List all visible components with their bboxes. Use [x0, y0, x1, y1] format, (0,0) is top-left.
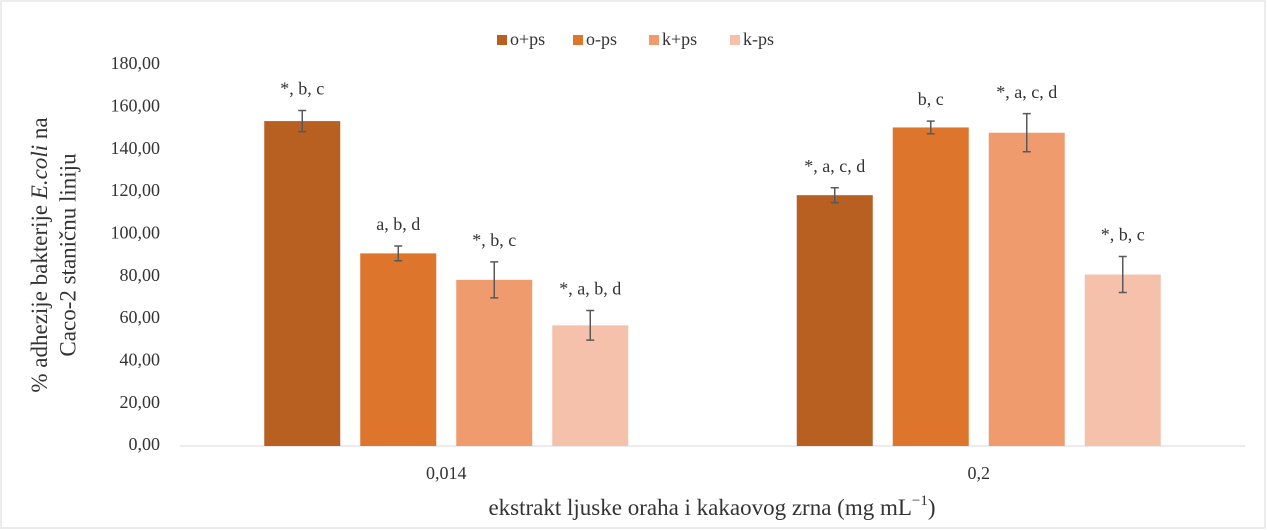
legend-label: k-ps — [743, 29, 774, 49]
bar — [796, 195, 873, 446]
y-tick-label: 40,00 — [120, 349, 161, 369]
y-tick-label: 180,00 — [111, 53, 161, 73]
error-bar — [394, 245, 403, 262]
bar — [892, 127, 969, 447]
y-tick-label: 120,00 — [111, 180, 161, 200]
error-bar — [586, 309, 595, 341]
legend-label: k+ps — [662, 29, 697, 49]
bar — [360, 253, 437, 446]
bar — [456, 279, 533, 446]
error-bar — [926, 120, 935, 135]
error-bar — [490, 261, 499, 299]
bar — [552, 325, 629, 446]
error-bar — [1118, 255, 1127, 294]
y-tick-label: 60,00 — [120, 307, 161, 327]
legend-swatch — [730, 35, 740, 45]
x-axis-label-part: ekstrakt ljuske oraha i kakaovog zrna (m… — [488, 495, 911, 520]
legend-label: o+ps — [510, 29, 545, 49]
y-tick-label: 160,00 — [111, 95, 161, 115]
annotation: *, a, b, d — [559, 279, 621, 299]
error-bar — [830, 187, 839, 204]
annotation: *, b, c — [1101, 225, 1145, 245]
annotation: *, a, c, d — [996, 82, 1057, 102]
y-axis-label-part: E.coli — [27, 145, 52, 200]
y-tick-label: 140,00 — [111, 138, 161, 158]
x-axis-label: ekstrakt ljuske oraha i kakaovog zrna (m… — [488, 493, 935, 520]
bar — [1084, 274, 1161, 446]
y-tick-label: 20,00 — [120, 392, 161, 412]
annotation: *, b, c — [472, 230, 516, 250]
x-axis-label-part: −1 — [912, 493, 928, 509]
legend-swatch — [497, 35, 507, 45]
bar — [988, 132, 1065, 446]
annotation: b, c — [918, 89, 944, 109]
legend-swatch — [573, 35, 583, 45]
y-tick-label: 100,00 — [111, 222, 161, 242]
bar — [264, 121, 341, 446]
x-tick-label: 0,014 — [426, 463, 467, 483]
y-axis-label-part: % adhezije bakterije — [27, 199, 52, 392]
y-axis-label-part: na — [27, 117, 52, 144]
x-tick-label: 0,2 — [968, 463, 991, 483]
legend-label: o-ps — [586, 29, 617, 49]
annotation: *, b, c — [280, 79, 324, 99]
x-axis-label-part: ) — [928, 495, 936, 520]
y-axis-label: Caco-2 staničnu liniju — [55, 153, 80, 357]
error-bar — [1022, 112, 1031, 153]
y-tick-label: 80,00 — [120, 265, 161, 285]
y-axis-label: % adhezije bakterije E.coli na — [27, 117, 52, 392]
error-bar — [298, 109, 307, 133]
annotation: *, a, c, d — [804, 156, 865, 176]
legend-swatch — [649, 35, 659, 45]
annotation: a, b, d — [376, 214, 420, 234]
y-tick-label: 0,00 — [129, 434, 161, 454]
